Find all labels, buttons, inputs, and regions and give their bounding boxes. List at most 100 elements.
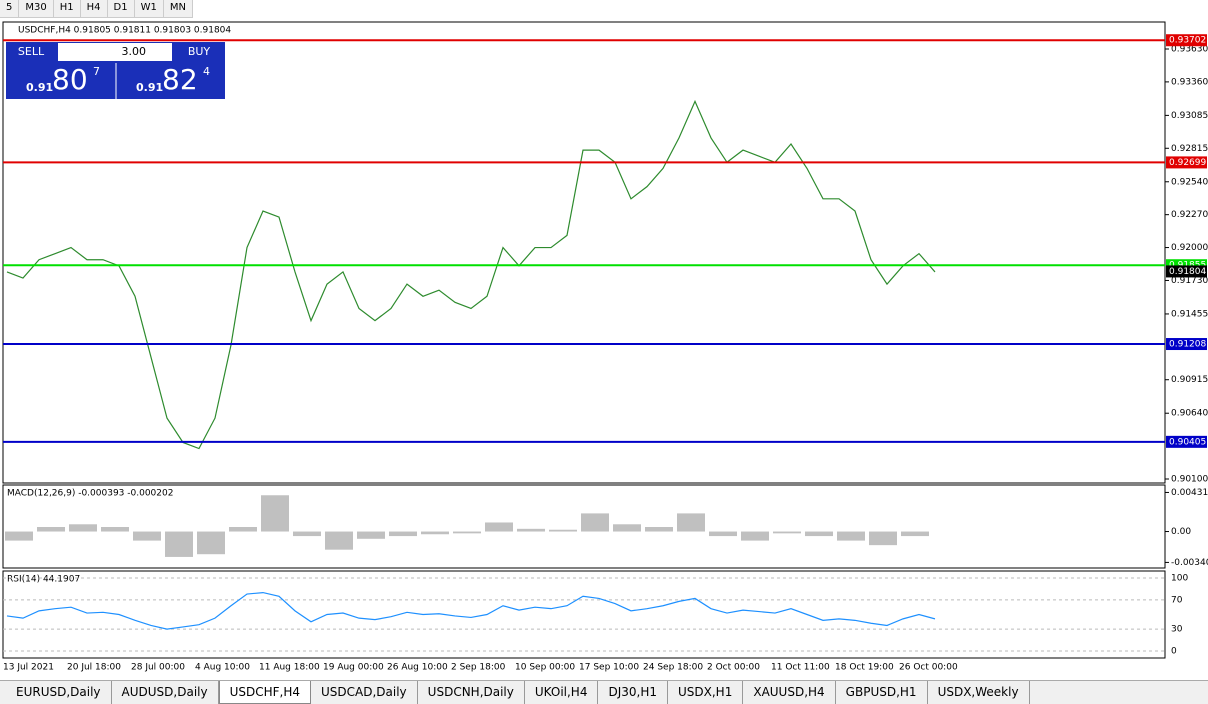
macd-bar	[709, 531, 737, 537]
macd-bar	[773, 531, 801, 534]
date-label: 26 Oct 00:00	[899, 663, 958, 673]
chart-header: USDCHF,H4 0.91805 0.91811 0.91803 0.9180…	[18, 26, 231, 36]
ask-small: 4	[203, 65, 210, 78]
chart-tab[interactable]: USDX,Weekly	[928, 681, 1030, 704]
macd-bar	[549, 529, 577, 532]
macd-bar	[37, 527, 65, 532]
timeframe-button[interactable]: H4	[81, 0, 108, 17]
timeframe-button[interactable]: MN	[164, 0, 193, 17]
level-label: 0.92699	[1169, 158, 1206, 168]
chart-tab[interactable]: EURUSD,Daily	[6, 681, 112, 704]
macd-bar	[229, 527, 257, 532]
macd-bar	[293, 531, 321, 537]
chart-tab[interactable]: UKOil,H4	[525, 681, 599, 704]
macd-bar	[869, 531, 897, 546]
price-tick-label: 0.90640	[1171, 409, 1208, 419]
timeframe-button[interactable]: M30	[19, 0, 54, 17]
macd-bar	[581, 513, 609, 532]
date-label: 2 Oct 00:00	[707, 663, 760, 673]
chart-tab[interactable]: GBPUSD,H1	[836, 681, 928, 704]
timeframe-button[interactable]: 5	[0, 0, 20, 17]
date-label: 17 Sep 10:00	[579, 663, 639, 673]
macd-bar	[837, 531, 865, 541]
timeframe-button[interactable]: D1	[108, 0, 135, 17]
rsi-tick-label: 70	[1171, 595, 1183, 605]
macd-bar	[389, 531, 417, 537]
price-tick-label: 0.92270	[1171, 210, 1208, 220]
macd-bar	[421, 531, 449, 535]
date-label: 10 Sep 00:00	[515, 663, 575, 673]
price-tick-label: 0.92540	[1171, 177, 1208, 187]
macd-bar	[485, 522, 513, 532]
bid-main: 80	[52, 63, 88, 96]
macd-bar	[5, 531, 33, 541]
level-label-bg	[1166, 156, 1207, 169]
date-label: 2 Sep 18:00	[451, 663, 506, 673]
timeframe-button[interactable]: H1	[54, 0, 81, 17]
ask-big: 0.91	[136, 81, 163, 94]
macd-bar	[197, 531, 225, 555]
rsi-tick-label: 30	[1171, 625, 1183, 635]
price-tick-label: 0.90915	[1171, 375, 1208, 385]
macd-header: MACD(12,26,9) -0.000393 -0.000202	[7, 489, 173, 499]
level-label-bg	[1166, 435, 1207, 448]
macd-bar	[69, 524, 97, 532]
macd-bar	[805, 531, 833, 537]
date-label: 4 Aug 10:00	[195, 663, 250, 673]
macd-bar	[261, 495, 289, 532]
macd-bar	[613, 524, 641, 532]
chart-window: USDCHF,H4 0.91805 0.91811 0.91803 0.9180…	[2, 21, 1208, 673]
macd-bar	[357, 531, 385, 539]
rsi-frame	[2, 570, 1166, 659]
price-tick-label: 0.93360	[1171, 77, 1208, 87]
chart-tab[interactable]: DJ30,H1	[598, 681, 668, 704]
macd-bar	[677, 513, 705, 532]
macd-bar	[133, 531, 161, 541]
rsi-tick-label: 100	[1171, 574, 1188, 584]
level-label: 0.93702	[1169, 36, 1206, 46]
lot-value[interactable]: 3.00	[122, 45, 147, 58]
price-tick-label: 0.93085	[1171, 111, 1208, 121]
price-tick-label: 0.91455	[1171, 309, 1208, 319]
macd-bar	[101, 527, 129, 532]
macd-bar	[325, 531, 353, 550]
macd-tick-label: -0.003405	[1171, 558, 1208, 568]
timeframe-toolbar: 5 M30 H1 H4 D1 W1 MN	[0, 0, 193, 18]
date-label: 20 Jul 18:00	[67, 663, 121, 673]
chart-tab[interactable]: USDX,H1	[668, 681, 744, 704]
chart-tab[interactable]: USDCHF,H4	[218, 681, 312, 704]
macd-bar	[165, 531, 193, 557]
lot-box[interactable]	[58, 43, 172, 61]
chart-tab[interactable]: AUDUSD,Daily	[112, 681, 219, 704]
date-label: 18 Oct 19:00	[835, 663, 894, 673]
buy-button[interactable]: BUY	[188, 45, 211, 58]
current-price-label: 0.91804	[1169, 267, 1206, 277]
current-price-bg	[1166, 265, 1207, 278]
sell-button[interactable]: SELL	[18, 45, 45, 58]
date-label: 24 Sep 18:00	[643, 663, 703, 673]
chart-tab[interactable]: XAUUSD,H4	[743, 681, 836, 704]
chart-tabs: EURUSD,Daily AUDUSD,Daily USDCHF,H4 USDCAD,…	[0, 680, 1208, 704]
price-line	[6, 99, 936, 450]
macd-bar	[453, 531, 481, 534]
macd-bar	[741, 531, 769, 541]
chart-tab[interactable]: USDCAD,Daily	[311, 681, 418, 704]
price-tick-label: 0.90100	[1171, 475, 1208, 485]
macd-tick-label: 0.00	[1171, 527, 1191, 537]
date-label: 11 Aug 18:00	[259, 663, 320, 673]
price-tick-label: 0.92000	[1171, 243, 1208, 253]
level-label: 0.90405	[1169, 437, 1206, 447]
timeframe-button[interactable]: W1	[135, 0, 164, 17]
macd-bar	[517, 528, 545, 532]
price-tick-label: 0.91730	[1171, 276, 1208, 286]
rsi-line	[6, 591, 936, 630]
price-tick-label: 0.92815	[1171, 144, 1208, 154]
date-label: 26 Aug 10:00	[387, 663, 448, 673]
date-label: 13 Jul 2021	[3, 663, 54, 673]
level-label-bg	[1166, 338, 1207, 351]
rsi-tick-label: 0	[1171, 647, 1177, 657]
price-tick-label: 0.93630	[1171, 45, 1208, 55]
chart-tab[interactable]: USDCNH,Daily	[418, 681, 525, 704]
date-label: 19 Aug 00:00	[323, 663, 384, 673]
